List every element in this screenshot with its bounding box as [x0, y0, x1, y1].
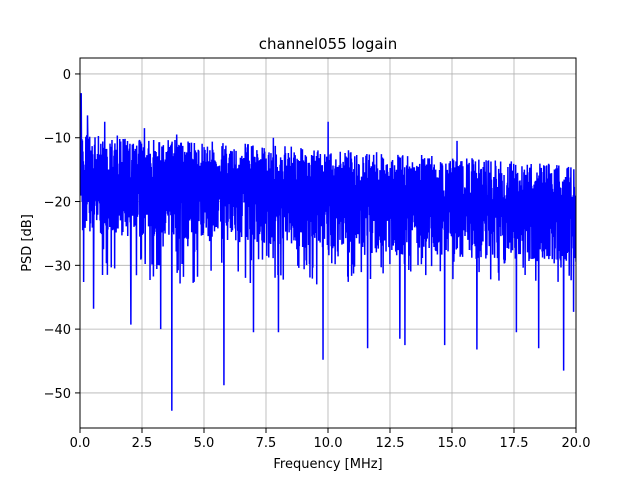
x-tick-label: 17.5: [500, 436, 529, 451]
x-axis: 0.0 2.5 5.0 7.5 10.0 12.5 15.0 17.5 20.0: [70, 428, 591, 451]
y-axis-label: PSD [dB]: [20, 214, 35, 272]
x-tick-label: 12.5: [376, 436, 405, 451]
y-tick-label: −50: [44, 387, 71, 402]
y-tick-label: −20: [44, 196, 71, 211]
x-tick-label: 15.0: [438, 436, 467, 451]
chart-title: channel055 logain: [259, 35, 398, 53]
x-tick-label: 5.0: [194, 436, 215, 451]
y-tick-label: −30: [44, 259, 71, 274]
series-line-psd: [80, 93, 576, 411]
x-tick-label: 7.5: [256, 436, 277, 451]
x-tick-label: 20.0: [562, 436, 591, 451]
x-tick-label: 0.0: [70, 436, 91, 451]
x-tick-label: 2.5: [132, 436, 153, 451]
x-tick-label: 10.0: [314, 436, 343, 451]
y-tick-label: −10: [44, 132, 71, 147]
x-axis-label: Frequency [MHz]: [273, 457, 382, 472]
y-tick-label: 0: [63, 68, 71, 83]
y-tick-label: −40: [44, 323, 71, 338]
y-axis: 0 −10 −20 −30 −40 −50: [44, 68, 80, 402]
